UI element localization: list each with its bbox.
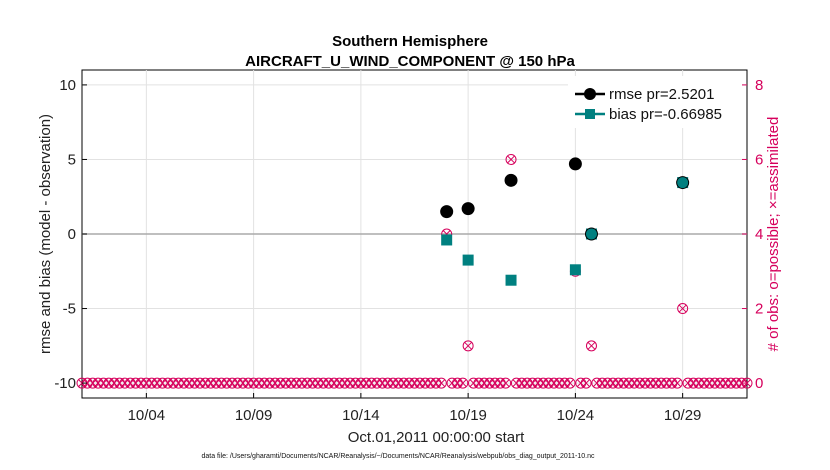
bias-overlap-point [585, 228, 597, 240]
y-tick-label: 5 [68, 151, 76, 168]
y2-tick-label: 4 [755, 226, 763, 243]
axes: 10/04 10/09 10/14 10/19 10/24 10/29 10 5 0 -5 -10 8… [54, 77, 763, 424]
obs-assimilated-marker [464, 341, 472, 350]
chart-subtitle: AIRCRAFT_U_WIND_COMPONENT @ 150 hPa [245, 53, 575, 70]
y2-tick-label: 0 [755, 375, 763, 392]
legend-rmse-label: rmse pr=2.5201 [609, 86, 714, 103]
obs-assimilated-marker [587, 341, 596, 350]
legend-rmse-marker [584, 88, 596, 100]
y-tick-label: -5 [63, 301, 76, 318]
y2-tick-label: 2 [755, 301, 763, 318]
data-layer [76, 153, 753, 389]
obs-assimilated-marker [501, 379, 510, 387]
bias-point [569, 264, 581, 276]
x-tick-label: 10/14 [342, 407, 380, 424]
obs-possible-marker [462, 340, 474, 352]
y-axis-label: rmse and bias (model - observation) [37, 114, 54, 354]
obs-assimilated-marker [582, 379, 590, 387]
obs-assimilated-marker [437, 379, 446, 387]
data-file-footnote: data file: /Users/gharamti/Documents/NCA… [201, 453, 595, 460]
obs-possible-marker [671, 377, 683, 389]
obs-possible-marker [505, 153, 517, 165]
bias-point [505, 274, 517, 286]
y-tick-label: -10 [54, 375, 76, 392]
rmse-point [440, 205, 454, 219]
obs-possible-marker [677, 303, 689, 315]
obs-assimilated-marker [673, 379, 682, 387]
y2-tick-label: 8 [755, 77, 763, 94]
obs-assimilated-marker [458, 379, 467, 387]
rmse-point [504, 173, 518, 187]
legend: rmse pr=2.5201 bias pr=-0.66985 [568, 76, 742, 128]
bias-point [462, 254, 474, 266]
obs-assimilated-marker [678, 304, 687, 313]
y2-axis-label: # of obs: o=possible; ×=assimilated [765, 117, 782, 352]
bias-point [441, 234, 453, 246]
bias-overlap-point [677, 177, 689, 189]
obs-possible-marker [585, 340, 597, 352]
obs-possible-marker [435, 377, 447, 389]
x-tick-label: 10/19 [449, 407, 487, 424]
y2-tick-label: 6 [755, 151, 763, 168]
x-axis-label: Oct.01,2011 00:00:00 start [348, 429, 525, 446]
obs-possible-marker [564, 377, 576, 389]
x-tick-label: 10/29 [664, 407, 702, 424]
obs-possible-marker [580, 377, 592, 389]
obs-possible-marker [457, 377, 469, 389]
x-tick-label: 10/24 [557, 407, 595, 424]
obs-assimilated-marker [507, 155, 515, 164]
obs-possible-marker [500, 377, 512, 389]
legend-box [568, 76, 742, 128]
rmse-point [461, 202, 475, 216]
legend-bias-marker [585, 109, 595, 119]
rmse-point [568, 157, 582, 171]
legend-bias-label: bias pr=-0.66985 [609, 106, 722, 123]
chart-title: Southern Hemisphere [332, 33, 488, 50]
x-tick-label: 10/09 [235, 407, 273, 424]
x-tick-label: 10/04 [128, 407, 166, 424]
y-tick-label: 10 [59, 77, 76, 94]
obs-assimilated-marker [566, 379, 574, 387]
y-tick-label: 0 [68, 226, 76, 243]
